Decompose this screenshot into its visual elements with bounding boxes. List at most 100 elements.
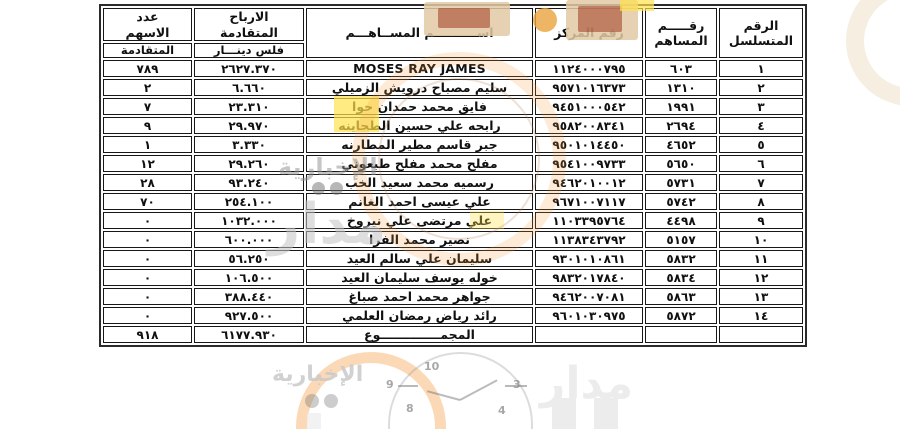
cell-shares: ٧٠ [103, 193, 192, 211]
cell-serial: ١١ [719, 250, 803, 268]
cell-shares: ٠ [103, 212, 192, 230]
cell-center-number: ١١٠٣٣٩٥٧٦٤ [535, 212, 643, 230]
cell-shareholder-name: نصير محمد الفرا [306, 231, 533, 249]
cell-serial-empty [719, 326, 803, 344]
cell-profits: ١٠٣٢.٠٠٠ [194, 212, 304, 230]
cell-center-number: ٩٥٤١٠٠٩٧٣٣ [535, 155, 643, 173]
cell-serial: ٧ [719, 174, 803, 192]
table-row: ٣ ١٩٩١ ٩٤٥١٠٠٠٥٤٢ فايق محمد حمدان حوا ٢٣… [103, 98, 803, 116]
cell-profits: ٩٣.٢٤٠ [194, 174, 304, 192]
cell-shareholder-number: ٤٤٩٨ [645, 212, 717, 230]
cell-shares: ٠ [103, 250, 192, 268]
header-accrued-profits: الارباح المتقادمة [194, 8, 304, 42]
table-footer: المجمــــــــــــــوع ٦١٧٧.٩٣٠ ٩١٨ [103, 326, 803, 344]
cell-center-number: ٩٥٠١٠١٤٤٥٠ [535, 136, 643, 154]
cell-center-number: ٩٤٥١٠٠٠٥٤٢ [535, 98, 643, 116]
cell-shareholder-name: علي مرتضى علي نيروخ [306, 212, 533, 230]
table-row: ٤ ٢٦٩٤ ٩٥٨٢٠٠٨٣٤١ رابحه علي حسين الطحاين… [103, 117, 803, 135]
cell-shareholder-name: فايق محمد حمدان حوا [306, 98, 533, 116]
cell-shares: ٩ [103, 117, 192, 135]
clock-number: 10 [424, 360, 440, 373]
cell-serial: ٩ [719, 212, 803, 230]
cell-shareholder-number: ٥١٥٧ [645, 231, 717, 249]
cell-shares: ٧٨٩ [103, 60, 192, 78]
cell-shares: ٢ [103, 79, 192, 97]
cell-serial: ١٠ [719, 231, 803, 249]
cell-center-number: ٩٥٨٢٠٠٨٣٤١ [535, 117, 643, 135]
watermark-dot [305, 394, 319, 408]
cell-shareholder-name: جواهر محمد احمد صباغ [306, 288, 533, 306]
table-row: ١٤ ٥٨٧٢ ٩٦٠١٠٣٠٩٧٥ رائد رياض رمضان العلم… [103, 307, 803, 325]
clock-number: 4 [498, 404, 506, 417]
table-row: ٨ ٥٧٤٢ ٩٦٧١٠٠٧١١٧ علي عيسى احمد الغانم ٢… [103, 193, 803, 211]
madar-watermark-text: مدار [540, 358, 634, 409]
cell-profits: ٩٢٧.٥٠٠ [194, 307, 304, 325]
cell-shareholder-number: ٥٧٣١ [645, 174, 717, 192]
table-row: ١٢ ٥٨٣٤ ٩٨٣٢٠١٧٨٤٠ خوله يوسف سليمان العي… [103, 269, 803, 287]
cell-shares: ٠ [103, 307, 192, 325]
cell-shareholder-name: سليمان علي سالم العيد [306, 250, 533, 268]
cell-center-number: ٩٦٧١٠٠٧١١٧ [535, 193, 643, 211]
cell-shares: ٠ [103, 288, 192, 306]
table-row: ١١ ٥٨٣٢ ٩٣٠١٠١٠٨٦١ سليمان علي سالم العيد… [103, 250, 803, 268]
cell-profits: ٢٥٤.١٠٠ [194, 193, 304, 211]
cell-center-number: ٩٦٠١٠٣٠٩٧٥ [535, 307, 643, 325]
cell-shareholder-name: سليم مصباح درويش الزميلي [306, 79, 533, 97]
cell-profits: ١٠٦.٥٠٠ [194, 269, 304, 287]
table-row: ١٠ ٥١٥٧ ١١٣٨٣٤٣٧٩٢ نصير محمد الفرا ٦٠٠.٠… [103, 231, 803, 249]
watermark-bar [552, 398, 576, 429]
cell-shareholder-name: رابحه علي حسين الطحاينه [306, 117, 533, 135]
cell-profits: ٦.٦٦٠ [194, 79, 304, 97]
clock-number: 9 [386, 378, 394, 391]
cell-shareholder-number: ١٩٩١ [645, 98, 717, 116]
cell-shareholder-number: ٥٨٦٣ [645, 288, 717, 306]
table-row: ٢ ١٣١٠ ٩٥٧١٠١٦٣٧٣ سليم مصباح درويش الزمي… [103, 79, 803, 97]
cell-profits: ٥٦.٢٥٠ [194, 250, 304, 268]
table-row: ٦ ٥٦٥٠ ٩٥٤١٠٠٩٧٣٣ مفلح محمد مفلح طبعوني … [103, 155, 803, 173]
cell-shareholder-number: ٥٨٣٢ [645, 250, 717, 268]
cell-shareholder-number: ٤٦٥٢ [645, 136, 717, 154]
cell-center-number: ٩٤٦٢٠٠٧٠٨١ [535, 288, 643, 306]
table-row: ١ ٦٠٣ ١١٢٤٠٠٠٧٩٥ MOSES RAY JAMES ٢٦٢٧.٣٧… [103, 60, 803, 78]
cell-shares: ١٢ [103, 155, 192, 173]
cell-center-number: ٩٨٣٢٠١٧٨٤٠ [535, 269, 643, 287]
header-center-number: رقم المركز [535, 8, 643, 59]
cell-shares: ١ [103, 136, 192, 154]
watermark-bar [307, 413, 321, 429]
cell-serial: ٣ [719, 98, 803, 116]
cell-serial: ١٣ [719, 288, 803, 306]
cell-shareholder-number: ٥٦٥٠ [645, 155, 717, 173]
table-body: ١ ٦٠٣ ١١٢٤٠٠٠٧٩٥ MOSES RAY JAMES ٢٦٢٧.٣٧… [103, 60, 803, 325]
cell-shareholder-number: ٥٨٣٤ [645, 269, 717, 287]
cell-shareholder-number: ٦٠٣ [645, 60, 717, 78]
total-label: المجمــــــــــــــوع [306, 326, 533, 344]
cell-center-number: ٩٣٠١٠١٠٨٦١ [535, 250, 643, 268]
watermark-bar [594, 398, 618, 429]
clock-number: 3 [513, 378, 521, 391]
cell-shareholder-number: ٥٨٧٢ [645, 307, 717, 325]
cell-center-empty [535, 326, 643, 344]
cell-profits: ٣.٣٣٠ [194, 136, 304, 154]
cell-profits: ٦٠٠.٠٠٠ [194, 231, 304, 249]
cell-profits: ٢٩.٩٧٠ [194, 117, 304, 135]
cell-profits: ٢٦٢٧.٣٧٠ [194, 60, 304, 78]
cell-shares: ٠ [103, 269, 192, 287]
clock-tick [505, 385, 527, 387]
cell-shares: ٠ [103, 231, 192, 249]
cell-center-number: ٩٤٦٢٠١٠٠١٢ [535, 174, 643, 192]
total-profits: ٦١٧٧.٩٣٠ [194, 326, 304, 344]
clock-tick [398, 385, 418, 387]
header-accrued: المتقادمة [103, 43, 192, 59]
cell-center-number: ١١٣٨٣٤٣٧٩٢ [535, 231, 643, 249]
cell-serial: ٦ [719, 155, 803, 173]
cell-shareholder-name: رائد رياض رمضان العلمي [306, 307, 533, 325]
clock-hand [459, 379, 498, 401]
cell-shareholder-name: علي عيسى احمد الغانم [306, 193, 533, 211]
table-row: ٩ ٤٤٩٨ ١١٠٣٣٩٥٧٦٤ علي مرتضى علي نيروخ ١٠… [103, 212, 803, 230]
cell-shareholder-name: MOSES RAY JAMES [306, 60, 533, 78]
shareholders-table: الرقم المتسلسل رقـــــم المساهم رقم المر… [99, 4, 807, 348]
akhbariya-watermark-text: الإخبارية [272, 362, 364, 387]
cell-shareholder-name: رسميه محمد سعيد الخب [306, 174, 533, 192]
cell-serial: ١٢ [719, 269, 803, 287]
cell-shareholder-name: جبر قاسم مطير المطارنه [306, 136, 533, 154]
